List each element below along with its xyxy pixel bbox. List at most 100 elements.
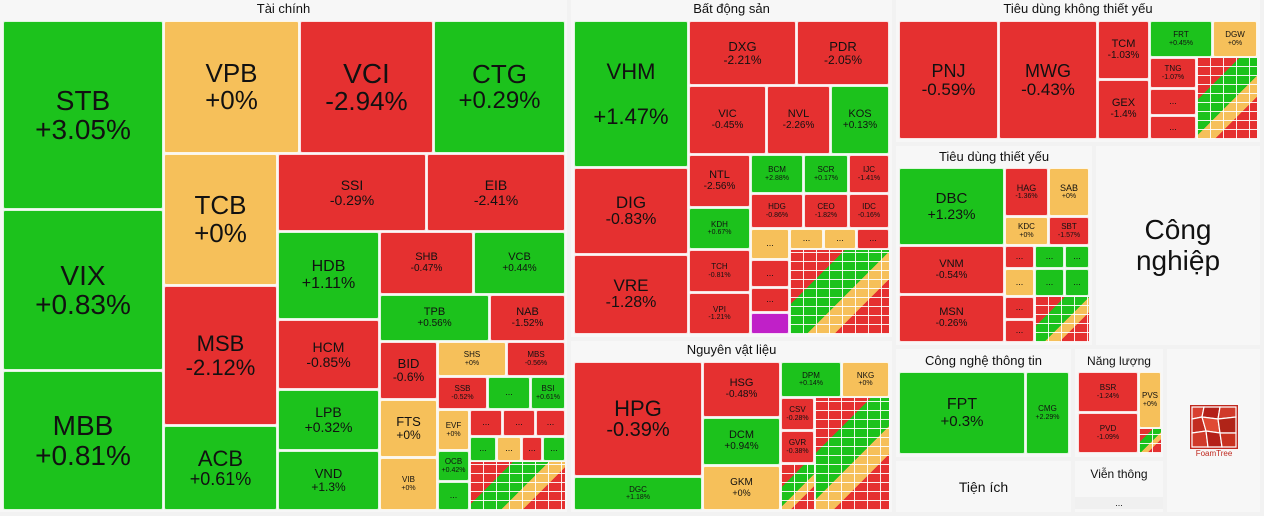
stock-tile-gex[interactable]: GEX -1.4% [1098, 80, 1149, 139]
stock-tile-scr[interactable]: SCR +0.17% [804, 155, 848, 193]
sector-vien-thong[interactable]: Viễn thông ... [1075, 461, 1163, 512]
stock-tile-mwg[interactable]: MWG -0.43% [999, 21, 1097, 139]
stock-tile-idc[interactable]: IDC -0.16% [849, 194, 889, 228]
stock-tile-collapsed[interactable]: ... [1035, 269, 1064, 296]
stock-tile-bid[interactable]: BID -0.6% [380, 342, 437, 399]
stock-tile-dbc[interactable]: DBC +1.23% [899, 168, 1004, 245]
stock-tile-collapsed[interactable]: ... [503, 410, 535, 436]
stock-tile-collapsed[interactable]: ... [1065, 246, 1089, 268]
stock-tile-collapsed[interactable]: ... [1035, 246, 1064, 268]
stock-tile-vhm[interactable]: VHM +1.47% [574, 21, 688, 167]
stock-tile-vib[interactable]: VIB +0% [380, 458, 437, 510]
stock-tile-ssb[interactable]: SSB -0.52% [438, 377, 487, 409]
sector-cong-nghiep[interactable]: Công nghiệp [1096, 146, 1260, 345]
stock-tile-hdb[interactable]: HDB +1.11% [278, 232, 379, 319]
stock-tile-bsi[interactable]: BSI +0.61% [531, 377, 565, 409]
stock-tile-tch[interactable]: TCH -0.81% [689, 250, 750, 292]
stock-tile-dgc[interactable]: DGC +1.18% [574, 477, 702, 510]
small-stocks-mosaic[interactable] [781, 464, 814, 510]
stock-tile-collapsed[interactable]: ... [470, 410, 502, 436]
stock-tile-kdc[interactable]: KDC +0% [1005, 217, 1048, 245]
small-stocks-mosaic[interactable] [1139, 429, 1161, 453]
stock-tile-csv[interactable]: CSV -0.28% [781, 398, 814, 430]
stock-tile-dgw[interactable]: DGW +0% [1213, 21, 1257, 57]
stock-tile-collapsed[interactable]: ... [751, 288, 789, 312]
stock-tile-evf[interactable]: EVF +0% [438, 410, 469, 450]
small-stocks-mosaic[interactable] [470, 462, 565, 510]
stock-tile-tcb[interactable]: TCB +0% [164, 154, 277, 285]
stock-tile-tpb[interactable]: TPB +0.56% [380, 295, 489, 341]
small-stocks-mosaic[interactable] [790, 250, 889, 334]
stock-tile-frt[interactable]: FRT +0.45% [1150, 21, 1212, 57]
stock-tile-fpt[interactable]: FPT +0.3% [899, 372, 1025, 454]
stock-tile-dxg[interactable]: DXG -2.21% [689, 21, 796, 85]
stock-tile-dig[interactable]: DIG -0.83% [574, 168, 688, 254]
stock-tile-sab[interactable]: SAB +0% [1049, 168, 1089, 216]
small-stocks-mosaic[interactable] [815, 398, 889, 510]
stock-tile-ceiling[interactable] [751, 313, 789, 334]
stock-tile-tcm[interactable]: TCM -1.03% [1098, 21, 1149, 79]
stock-tile-ssi[interactable]: SSI -0.29% [278, 154, 426, 231]
stock-tile-collapsed[interactable]: ... [522, 437, 542, 461]
stock-tile-pdr[interactable]: PDR -2.05% [797, 21, 889, 85]
stock-tile-hcm[interactable]: HCM -0.85% [278, 320, 379, 389]
stock-tile-vpi[interactable]: VPI -1.21% [689, 293, 750, 334]
collapsed-more[interactable]: ... [1075, 497, 1163, 509]
stock-tile-collapsed[interactable]: ... [824, 229, 856, 249]
stock-tile-vnm[interactable]: VNM -0.54% [899, 246, 1004, 294]
small-stocks-mosaic[interactable] [1197, 58, 1257, 139]
stock-tile-shb[interactable]: SHB -0.47% [380, 232, 473, 294]
stock-tile-hpg[interactable]: HPG -0.39% [574, 362, 702, 476]
stock-tile-collapsed[interactable]: ... [1005, 246, 1034, 268]
stock-tile-ctg[interactable]: CTG +0.29% [434, 21, 565, 153]
stock-tile-ijc[interactable]: IJC -1.41% [849, 155, 889, 193]
stock-tile-collapsed[interactable]: ... [1005, 320, 1034, 342]
stock-tile-vpb[interactable]: VPB +0% [164, 21, 299, 153]
stock-tile-collapsed[interactable]: ... [751, 260, 789, 287]
stock-tile-vcb[interactable]: VCB +0.44% [474, 232, 565, 294]
stock-tile-eib[interactable]: EIB -2.41% [427, 154, 565, 231]
stock-tile-cmg[interactable]: CMG +2.29% [1026, 372, 1069, 454]
stock-tile-pvd[interactable]: PVD -1.09% [1078, 413, 1138, 453]
stock-tile-lpb[interactable]: LPB +0.32% [278, 390, 379, 450]
stock-tile-collapsed[interactable]: ... [470, 437, 496, 461]
stock-tile-vci[interactable]: VCI -2.94% [300, 21, 433, 153]
stock-tile-pvs[interactable]: PVS +0% [1139, 372, 1161, 428]
small-stocks-mosaic[interactable] [1035, 297, 1089, 342]
stock-tile-collapsed[interactable]: ... [1150, 116, 1196, 139]
stock-tile-nvl[interactable]: NVL -2.26% [767, 86, 830, 154]
stock-tile-vnd[interactable]: VND +1.3% [278, 451, 379, 510]
stock-tile-acb[interactable]: ACB +0.61% [164, 426, 277, 510]
stock-tile-msn[interactable]: MSN -0.26% [899, 295, 1004, 342]
stock-tile-sbt[interactable]: SBT -1.57% [1049, 217, 1089, 245]
stock-tile-gkm[interactable]: GKM +0% [703, 466, 780, 510]
stock-tile-collapsed[interactable]: ... [1005, 269, 1034, 296]
stock-tile-hsg[interactable]: HSG -0.48% [703, 362, 780, 417]
stock-tile-vre[interactable]: VRE -1.28% [574, 255, 688, 334]
stock-tile-collapsed[interactable]: ... [1065, 269, 1089, 296]
stock-tile-ceo[interactable]: CEO -1.82% [804, 194, 848, 228]
stock-tile-pnj[interactable]: PNJ -0.59% [899, 21, 998, 139]
stock-tile-gvr[interactable]: GVR -0.38% [781, 431, 814, 463]
stock-tile-stb[interactable]: STB +3.05% [3, 21, 163, 209]
stock-tile-collapsed[interactable]: ... [497, 437, 521, 461]
stock-tile-collapsed[interactable]: ... [536, 410, 565, 436]
stock-tile-bcm[interactable]: BCM +2.88% [751, 155, 803, 193]
stock-tile-msb[interactable]: MSB -2.12% [164, 286, 277, 425]
stock-tile-hdg[interactable]: HDG -0.86% [751, 194, 803, 228]
stock-tile-fts[interactable]: FTS +0% [380, 400, 437, 457]
stock-tile-collapsed[interactable]: ... [1150, 89, 1196, 115]
stock-tile-hag[interactable]: HAG -1.36% [1005, 168, 1048, 216]
stock-tile-ocb[interactable]: OCB +0.42% [438, 451, 469, 481]
stock-tile-collapsed[interactable]: ... [488, 377, 530, 409]
stock-tile-nab[interactable]: NAB -1.52% [490, 295, 565, 341]
stock-tile-collapsed[interactable]: ... [857, 229, 889, 249]
stock-tile-mbb[interactable]: MBB +0.81% [3, 371, 163, 510]
stock-tile-kos[interactable]: KOS +0.13% [831, 86, 889, 154]
stock-tile-shs[interactable]: SHS +0% [438, 342, 506, 376]
stock-tile-kdh[interactable]: KDH +0.67% [689, 208, 750, 249]
stock-tile-collapsed[interactable]: ... [1005, 297, 1034, 319]
stock-tile-vic[interactable]: VIC -0.45% [689, 86, 766, 154]
stock-tile-collapsed[interactable]: ... [438, 482, 469, 510]
stock-tile-tng[interactable]: TNG -1.07% [1150, 58, 1196, 88]
